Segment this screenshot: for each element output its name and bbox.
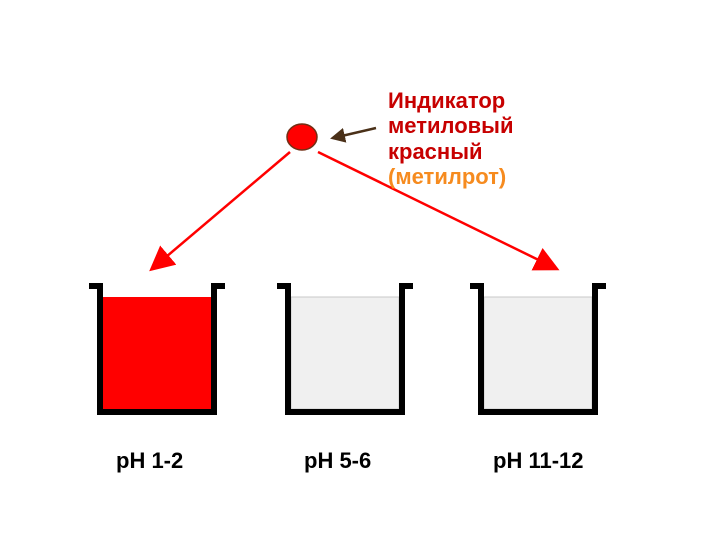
arrow-left: [153, 152, 290, 268]
indicator-drop-icon: [287, 124, 317, 150]
beaker-label-1: рН 5-6: [304, 448, 371, 474]
beaker-liquid-2: [484, 297, 592, 409]
beaker-label-0: рН 1-2: [116, 448, 183, 474]
indicator-label-line-2: красный: [388, 139, 513, 164]
beaker-1: [277, 283, 413, 412]
indicator-label-line-3: (метилрот): [388, 164, 513, 189]
beaker-liquid-1: [291, 297, 399, 409]
indicator-label-line-1: метиловый: [388, 113, 513, 138]
beaker-0: [89, 283, 225, 412]
indicator-label-line-0: Индикатор: [388, 88, 513, 113]
label-arrow: [333, 128, 376, 138]
beaker-label-2: рН 11-12: [493, 448, 584, 474]
beaker-2: [470, 283, 606, 412]
indicator-label: Индикаторметиловыйкрасный(метилрот): [388, 88, 513, 189]
beaker-liquid-0: [103, 297, 211, 409]
